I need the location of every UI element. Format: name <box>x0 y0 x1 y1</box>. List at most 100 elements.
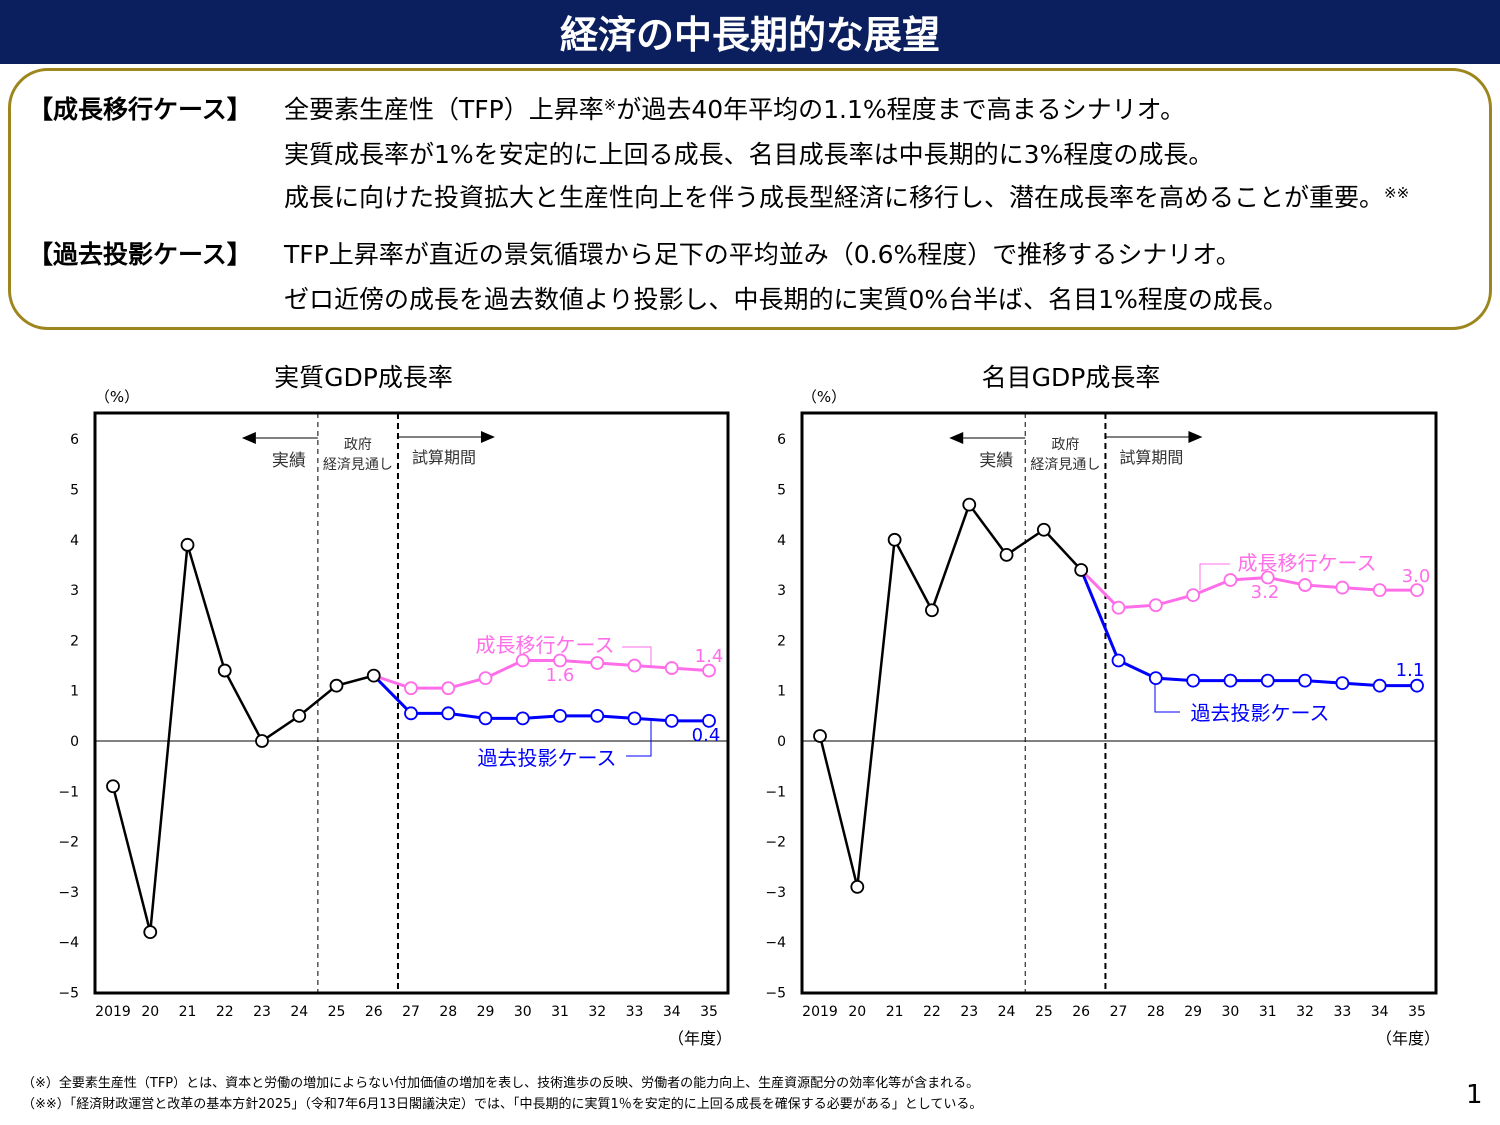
plot-frame <box>93 411 730 995</box>
page-number: 1 <box>1466 1080 1483 1110</box>
data-point-past <box>664 713 679 728</box>
data-label: 3.0 <box>1402 566 1431 587</box>
data-point-past <box>1335 676 1350 691</box>
data-point-actual <box>255 734 269 748</box>
period-label-actual: 実績 <box>979 451 1013 471</box>
data-point-growth <box>1186 588 1201 603</box>
series-line-actual <box>111 544 375 933</box>
y-tick-label: −1 <box>58 784 79 800</box>
leader-line <box>1199 563 1230 590</box>
data-point-past <box>1372 678 1387 693</box>
data-point-past <box>478 711 493 726</box>
growth-case-line-2: 実質成長率が1%を安定的に上回る成長、名目成長率は中長期的に3%程度の成長。 <box>284 140 1214 169</box>
y-tick-label: −4 <box>765 935 786 951</box>
arrow-left-icon <box>949 432 964 444</box>
data-point-growth <box>441 681 456 696</box>
x-tick-label: 26 <box>365 1004 383 1020</box>
data-point-actual <box>329 678 344 693</box>
data-point-actual <box>850 879 865 894</box>
y-tick-label: 0 <box>70 734 79 750</box>
data-point-past <box>553 708 567 723</box>
x-tick-label: 34 <box>663 1004 681 1020</box>
data-point-growth <box>1298 578 1312 592</box>
footnote-2: （※※）「経済財政運営と改革の基本方針2025」（令和7年6月13日閣議決定）で… <box>22 1097 983 1112</box>
growth-case-line-1: 全要素生産性（TFP）上昇率※が過去40年平均の1.1%程度まで高まるシナリオ。 <box>284 95 1186 124</box>
x-tick-label: 35 <box>1408 1004 1426 1020</box>
footnote-1: （※）全要素生産性（TFP）とは、資本と労働の増加によらない付加価値の増加を表し… <box>22 1076 980 1091</box>
data-point-past <box>1186 673 1201 688</box>
data-point-past <box>702 713 716 728</box>
arrow-left-icon <box>241 432 256 444</box>
series-line-actual <box>818 501 1083 888</box>
arrow-right-icon <box>480 431 495 443</box>
x-tick-label: 35 <box>700 1004 718 1020</box>
data-point-growth <box>478 671 493 686</box>
x-tick-label: 32 <box>1296 1004 1314 1020</box>
data-point-actual <box>292 708 307 723</box>
x-tick-label: 30 <box>1222 1004 1240 1020</box>
data-point-growth <box>664 661 679 675</box>
y-tick-label: 0 <box>777 734 786 750</box>
x-tick-label: 21 <box>179 1004 197 1020</box>
past-case-line-2: ゼロ近傍の成長を過去数値より投影し、中長期的に実質0%台半ば、名目1%程度の成長… <box>284 285 1288 314</box>
growth-case-line-3: 成長に向けた投資拡大と生産性向上を伴う成長型経済に移行し、潜在成長率を高めること… <box>284 183 1410 212</box>
data-point-actual <box>217 663 232 678</box>
x-tick-label: 31 <box>1259 1004 1277 1020</box>
leader-line <box>622 646 652 668</box>
y-tick-label: 3 <box>70 583 79 599</box>
y-tick-label: −1 <box>765 784 786 800</box>
period-label-gov: 経済見通し <box>323 457 393 473</box>
series-label-past: 過去投影ケース <box>478 746 617 770</box>
data-point-past <box>1148 671 1163 686</box>
y-tick-label: 6 <box>777 432 786 448</box>
y-tick-label: 2 <box>777 633 786 649</box>
period-label-gov: 政府 <box>344 437 372 453</box>
x-tick-label: 24 <box>290 1004 308 1020</box>
x-tick-label: 25 <box>1035 1004 1053 1020</box>
x-tick-label: 21 <box>886 1004 904 1020</box>
y-tick-label: −5 <box>58 986 79 1002</box>
data-point-past <box>1223 673 1238 688</box>
x-tick-label: 2019 <box>95 1004 131 1020</box>
past-case-tag: 【過去投影ケース】 <box>28 240 252 269</box>
data-label: 0.4 <box>692 725 721 746</box>
data-point-past <box>1298 673 1312 688</box>
series-label-past: 過去投影ケース <box>1191 701 1330 725</box>
chart-title: 実質GDP成長率 <box>274 363 453 392</box>
past-case-line-1: TFP上昇率が直近の景気循環から足下の平均並み（0.6%程度）で推移するシナリオ… <box>284 240 1241 269</box>
x-tick-label: 28 <box>1147 1004 1165 1020</box>
data-point-past <box>441 706 456 721</box>
chart-title: 名目GDP成長率 <box>982 363 1161 392</box>
data-label: 1.4 <box>695 646 724 667</box>
data-point-past <box>515 711 530 726</box>
data-point-past <box>627 711 642 726</box>
growth-case-tag: 【成長移行ケース】 <box>28 95 252 124</box>
series-line-past <box>1079 569 1417 688</box>
data-label: 1.6 <box>546 665 575 686</box>
data-point-past <box>590 708 605 723</box>
x-tick-label: 20 <box>141 1004 159 1020</box>
arrow-right-icon <box>1188 431 1203 443</box>
series-line-growth <box>373 659 710 690</box>
data-point-actual <box>999 547 1014 562</box>
data-point-actual <box>143 925 158 940</box>
data-point-actual <box>962 497 977 512</box>
page-title: 経済の中長期的な展望 <box>0 0 1500 64</box>
y-axis-unit: （%） <box>802 388 846 406</box>
scenario-summary-box <box>8 68 1492 330</box>
y-tick-label: 5 <box>777 483 786 499</box>
period-label-trial: 試算期間 <box>1119 448 1183 467</box>
x-tick-label: 33 <box>1333 1004 1351 1020</box>
data-point-growth <box>1111 600 1126 615</box>
y-tick-label: −2 <box>58 835 79 851</box>
period-label-gov: 経済見通し <box>1030 457 1100 473</box>
data-point-growth <box>1372 583 1387 597</box>
y-tick-label: −3 <box>765 885 786 901</box>
y-tick-label: −2 <box>765 835 786 851</box>
x-tick-label: 22 <box>216 1004 234 1020</box>
x-tick-label: 25 <box>328 1004 346 1020</box>
x-tick-label: 34 <box>1371 1004 1389 1020</box>
x-tick-label: 24 <box>998 1004 1016 1020</box>
series-line-past <box>372 674 709 723</box>
